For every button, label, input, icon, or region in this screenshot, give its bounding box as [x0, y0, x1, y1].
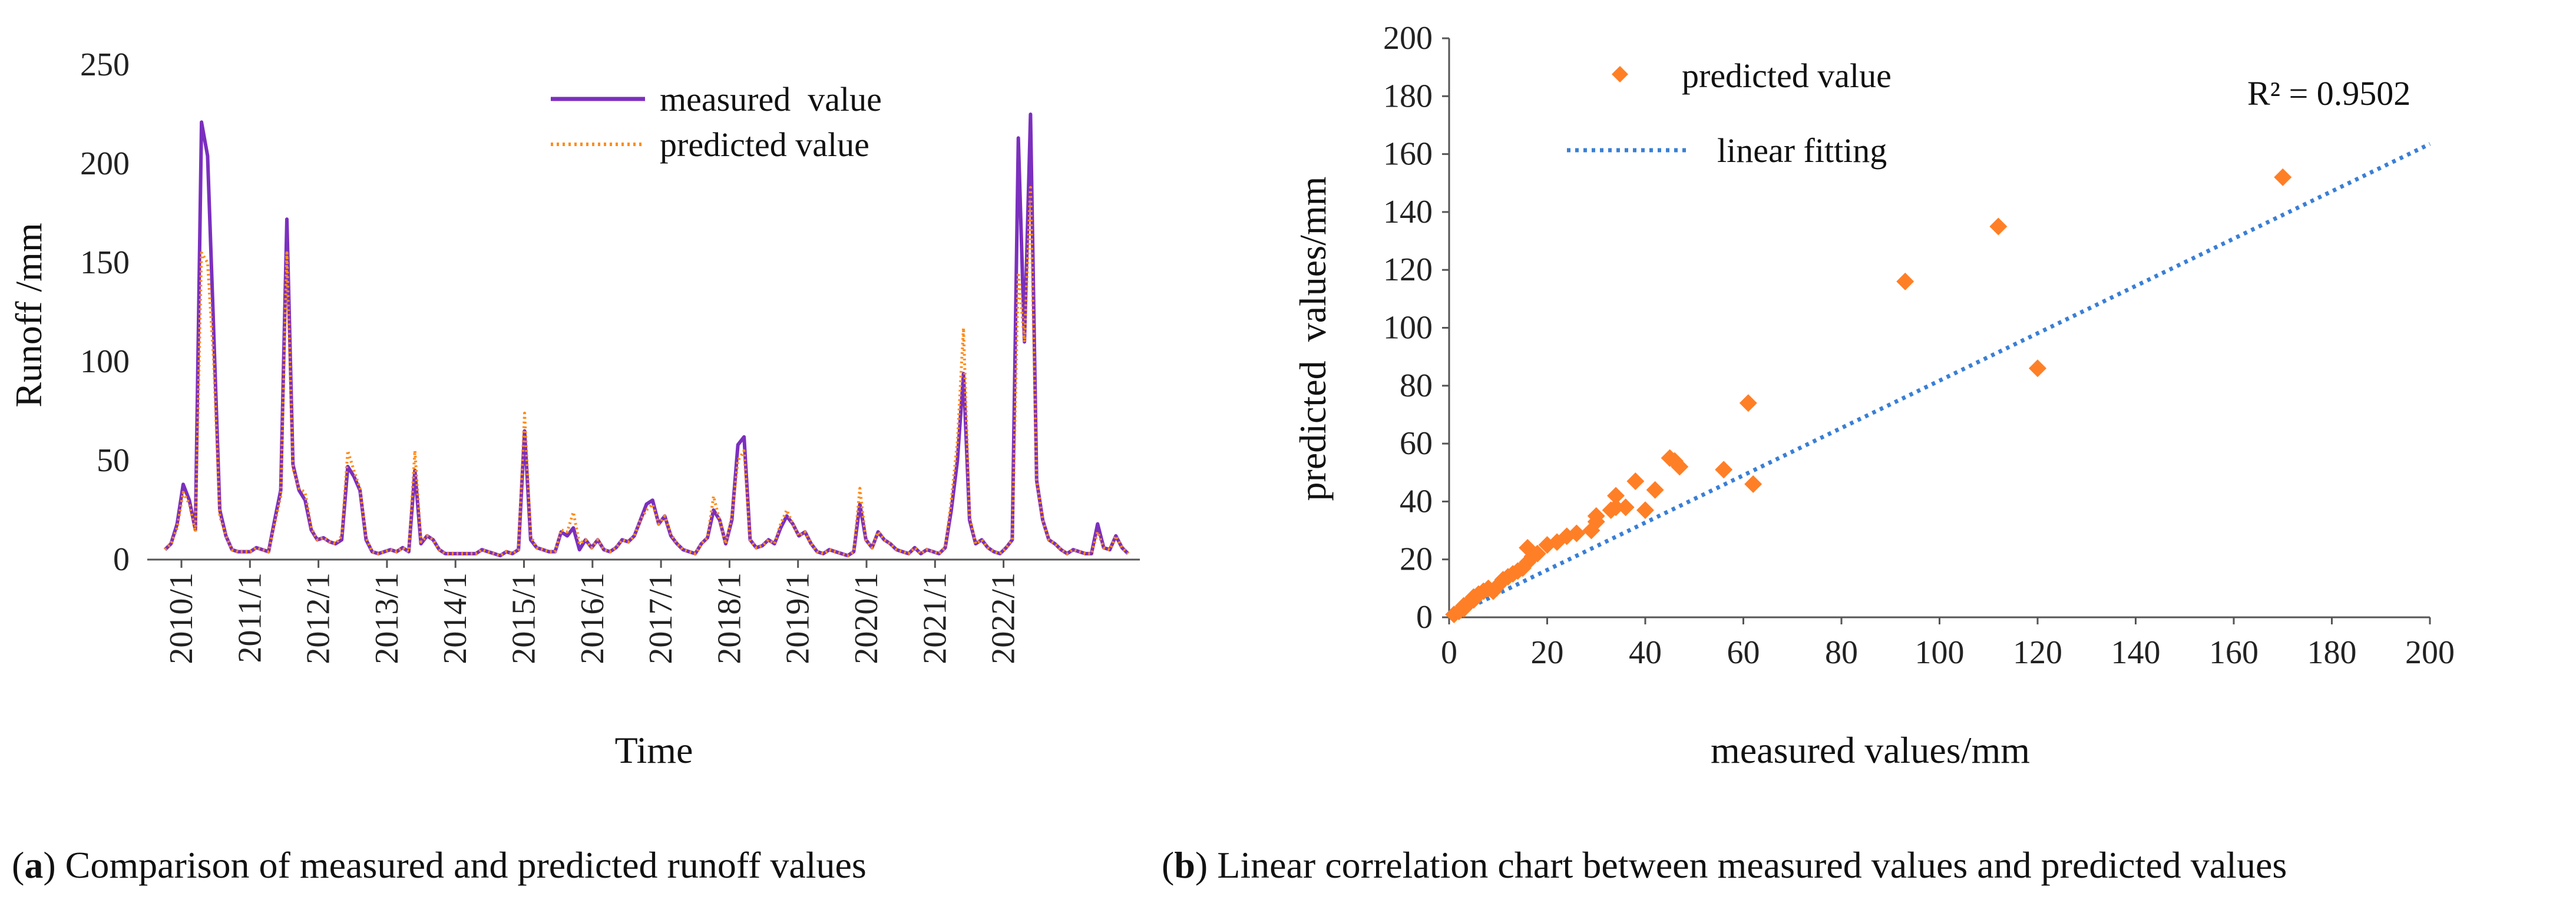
legend-label-predicted: predicted value: [660, 125, 869, 164]
legend-marker-predicted: [1612, 66, 1628, 82]
y-tick-label: 80: [1400, 368, 1433, 404]
x-tick-label: 20: [1531, 634, 1564, 671]
x-tick-label: 2014/1: [437, 573, 474, 664]
y-tick-label: 0: [1416, 599, 1433, 636]
y-tick-label: 100: [80, 343, 130, 380]
x-tick-label: 2012/1: [300, 573, 337, 664]
caption-b-text: ) Linear correlation chart between measu…: [1195, 844, 2287, 886]
scatter-point: [1636, 501, 1654, 520]
x-tick-label: 140: [2111, 634, 2161, 671]
legend-b: predicted value linear fitting: [1567, 57, 1892, 170]
scatter-point: [1715, 461, 1733, 479]
x-tick-label: 2010/1: [163, 573, 200, 664]
correlation-scatter-chart: 0 20 40 60 80 100 120 140 160 180 200 0 20 40 60 80 100…: [1292, 20, 2455, 771]
caption-a: (a) Comparison of measured and predicted…: [12, 844, 867, 886]
legend-a: measured value predicted value: [551, 80, 882, 164]
x-axis-title-measured: measured values/mm: [1711, 729, 2030, 771]
scatter-point: [1607, 498, 1625, 517]
y-tick-label: 250: [80, 47, 130, 83]
x-tick-label: 180: [2307, 634, 2357, 671]
scatter-point: [2274, 168, 2292, 186]
scatter-point: [1739, 394, 1757, 412]
series-line-measured: [163, 113, 1130, 558]
legend-label-linear-fitting: linear fitting: [1717, 131, 1887, 170]
y-tick-label: 200: [1383, 20, 1433, 57]
y-tick-label: 60: [1400, 425, 1433, 462]
x-tick-label: 2016/1: [574, 573, 611, 664]
scatter-point: [1744, 475, 1762, 493]
x-tick-label: 40: [1629, 634, 1662, 671]
scatter-point: [1587, 507, 1605, 525]
r-squared-annotation: R² = 0.9502: [2247, 74, 2410, 113]
caption-a-label: a: [24, 844, 43, 886]
x-tick-label: 2019/1: [780, 573, 816, 664]
y-tick-label: 180: [1383, 78, 1433, 114]
x-tick-label: 2022/1: [986, 573, 1022, 664]
y-tick-label: 100: [1383, 310, 1433, 346]
x-tick-label: 80: [1825, 634, 1858, 671]
caption-b-label: b: [1174, 844, 1195, 886]
y-axis-title-runoff: Runoff /mm: [8, 223, 49, 408]
scatter-point: [1671, 458, 1689, 476]
linear-fit-line: [1448, 142, 2431, 620]
x-tick-label: 100: [1915, 634, 1965, 671]
runoff-line-chart: 0 50 100 150 200 250 2010/1 2011/1 2012/1 2013/1…: [8, 47, 1140, 771]
scatter-point: [2029, 359, 2046, 378]
caption-a-text: ) Comparison of measured and predicted r…: [43, 844, 867, 886]
y-tick-label: 20: [1400, 541, 1433, 578]
scatter-point: [1989, 217, 2008, 236]
caption-b: (b) Linear correlation chart between mea…: [1162, 844, 2287, 886]
y-tick-label: 200: [80, 145, 130, 182]
x-axis-title-time: Time: [615, 729, 693, 771]
x-tick-label: 2013/1: [369, 573, 405, 664]
x-tick-label: 200: [2405, 634, 2455, 671]
legend-label-measured: measured value: [660, 80, 882, 118]
y-tick-label: 160: [1383, 136, 1433, 173]
x-tick-label: 2017/1: [643, 573, 679, 664]
y-tick-label: 150: [80, 244, 130, 281]
x-tick-label: 2015/1: [506, 573, 543, 664]
scatter-point: [1646, 481, 1664, 499]
x-tick-label: 2020/1: [848, 573, 885, 664]
y-axis-title-predicted: predicted values/mm: [1292, 177, 1334, 501]
x-tick-label: 60: [1727, 634, 1760, 671]
legend-label-predicted-value: predicted value: [1682, 57, 1892, 95]
y-tick-label: 140: [1383, 194, 1433, 230]
x-tick-label: 120: [2013, 634, 2062, 671]
y-tick-label: 120: [1383, 252, 1433, 288]
x-tick-label: 2021/1: [917, 573, 953, 664]
y-tick-label: 50: [97, 442, 130, 479]
series-line-predicted: [164, 186, 1129, 557]
scatter-point: [1626, 472, 1645, 490]
y-tick-label: 40: [1400, 483, 1433, 520]
y-tick-label: 0: [113, 541, 130, 578]
scatter-point: [1568, 524, 1586, 542]
x-tick-label: 160: [2209, 634, 2258, 671]
scatter-point: [1607, 487, 1625, 505]
scatter-point: [1616, 498, 1635, 517]
scatter-point: [1528, 544, 1546, 563]
x-tick-label: 2011/1: [232, 573, 268, 663]
x-tick-label: 2018/1: [711, 573, 748, 664]
scatter-point: [1896, 272, 1914, 290]
x-tick-label: 0: [1441, 634, 1457, 671]
